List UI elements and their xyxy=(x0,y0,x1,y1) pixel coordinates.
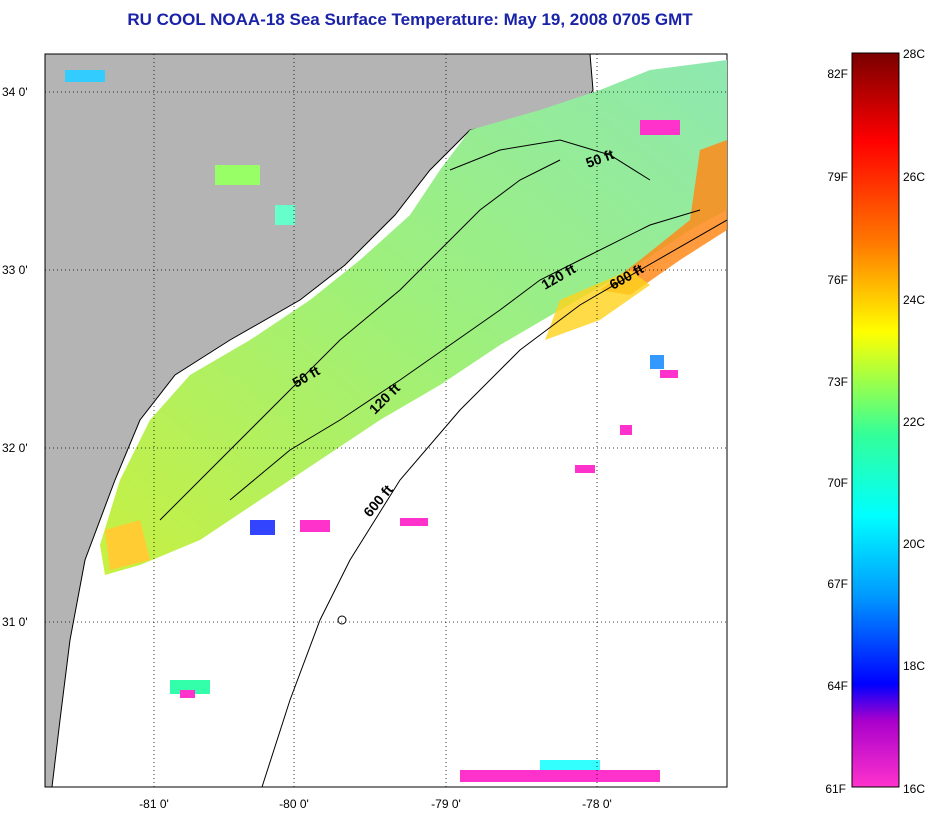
lon-label-81: -81 0' xyxy=(139,797,169,811)
colorbar-f-73: 73F xyxy=(827,375,848,389)
lon-label-79: -79 0' xyxy=(431,797,461,811)
isobath-50ft-north xyxy=(449,139,651,181)
colorbar-c-24: 24C xyxy=(903,293,925,307)
sst-gulfstream-edge xyxy=(600,140,727,295)
colorbar-f-76: 76F xyxy=(827,273,848,287)
colorbar-f-79: 79F xyxy=(827,170,848,184)
colorbar-c-26: 26C xyxy=(903,170,925,184)
sst-warm-patch xyxy=(545,270,650,340)
lat-label-31: 31 0' xyxy=(2,615,28,629)
sst-shelf-band xyxy=(100,60,727,575)
lon-label-78: -78 0' xyxy=(582,797,612,811)
graticule xyxy=(45,54,727,787)
lat-label-33: 33 0' xyxy=(2,263,28,277)
sst-cool-patches xyxy=(65,70,680,782)
colorbar-f-70: 70F xyxy=(827,476,848,490)
colorbar-f-61: 61F xyxy=(825,782,846,796)
map-title: RU COOL NOAA-18 Sea Surface Temperature:… xyxy=(127,10,693,29)
colorbar-f-82: 82F xyxy=(827,67,848,81)
lat-label-34: 34 0' xyxy=(2,85,28,99)
colorbar-f-64: 64F xyxy=(827,679,848,693)
isobath-lines xyxy=(159,139,727,787)
colorbar-c-18: 18C xyxy=(903,659,925,673)
colorbar-f-67: 67F xyxy=(827,577,848,591)
colorbar-c-22: 22C xyxy=(903,415,925,429)
colorbar-c-20: 20C xyxy=(903,537,925,551)
isobath-120ft xyxy=(229,209,701,501)
sst-nearshore-warm xyxy=(105,520,150,570)
lon-label-80: -80 0' xyxy=(279,797,309,811)
lat-label-32: 32 0' xyxy=(2,441,28,455)
isobath-600ft xyxy=(261,219,727,787)
colorbar xyxy=(851,52,900,788)
colorbar-c-16: 16C xyxy=(903,782,925,796)
colorbar-c-28: 28C xyxy=(903,47,925,61)
